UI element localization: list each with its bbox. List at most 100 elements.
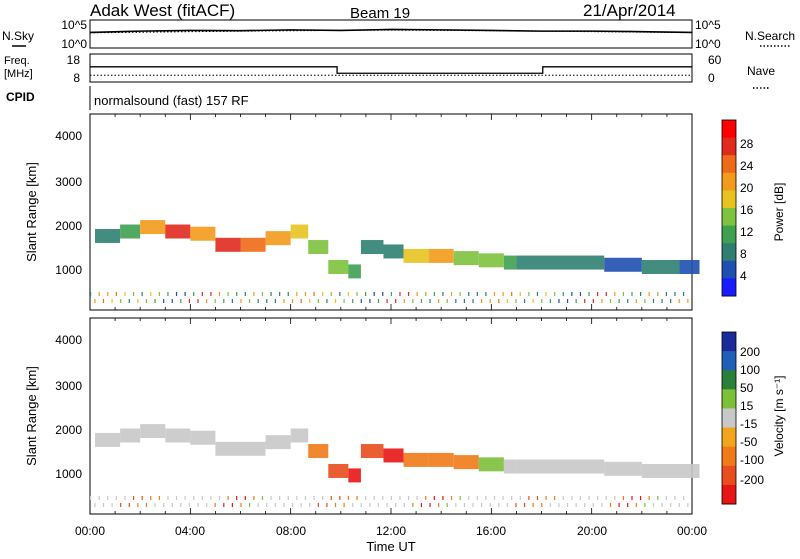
power-noise-mark <box>390 292 392 296</box>
power-noise-mark <box>463 299 466 303</box>
power-noise-mark <box>485 292 487 296</box>
power-noise-mark <box>652 299 655 303</box>
velocity-noise-mark <box>420 503 423 507</box>
power-noise-mark <box>614 292 616 296</box>
power-noise-mark <box>313 292 315 296</box>
noise-series-group <box>89 28 693 34</box>
power-noise-mark <box>678 299 680 303</box>
power-cell <box>120 224 141 239</box>
velocity-noise-mark <box>137 503 139 507</box>
velocity-noise-mark <box>115 496 117 500</box>
vel-ytick-1000: 1000 <box>55 467 82 481</box>
power-noise-mark <box>597 292 599 296</box>
power-noise-mark <box>532 299 534 303</box>
velocity-noise-mark <box>575 503 577 507</box>
velocity-colorbar-swatch <box>722 408 736 429</box>
power-noise-mark <box>476 292 478 296</box>
velocity-cell <box>348 468 361 483</box>
velocity-cell <box>265 435 291 450</box>
velocity-colorbar-frame <box>721 331 737 505</box>
power-noise-mark <box>94 299 96 303</box>
nave-label: Nave <box>747 64 775 78</box>
nsky-label: N.Sky <box>2 29 34 43</box>
power-cell <box>478 253 504 268</box>
power-cell <box>453 251 479 266</box>
power-cell <box>641 259 680 274</box>
power-cell <box>403 248 429 263</box>
velocity-noise-mark <box>360 503 362 507</box>
velocity-noise-mark <box>476 496 478 500</box>
velocity-cell <box>360 444 384 459</box>
velocity-noise-mark <box>377 503 380 507</box>
power-noise-mark <box>639 292 642 296</box>
velocity-noise-mark <box>184 496 186 500</box>
velocity-noise-mark <box>210 496 212 500</box>
velocity-noise-mark <box>274 503 276 507</box>
freq-unit: [MHz] <box>4 68 33 80</box>
power-noise-mark <box>98 292 100 296</box>
velocity-noise-mark <box>163 503 165 507</box>
power-cell <box>308 240 329 255</box>
velocity-noise-mark <box>231 503 233 507</box>
power-noise-mark <box>674 292 676 296</box>
vel-ytick-3000: 3000 <box>55 379 82 393</box>
power-cbar-label: Power [dB] <box>772 183 786 242</box>
power-ytick-3000: 3000 <box>55 175 82 189</box>
vel-cbar-tick-neg15: -15 <box>740 417 758 431</box>
power-colorbar-swatch <box>722 225 736 244</box>
velocity-noise-mark <box>416 496 418 500</box>
power-noise-mark <box>287 292 289 296</box>
x-axis-label: Time UT <box>366 539 415 554</box>
power-noise-mark <box>322 292 324 296</box>
velocity-noise-mark <box>90 496 92 500</box>
power-noise-mark <box>248 299 251 303</box>
velocity-noise-mark <box>687 503 689 507</box>
velocity-noise-mark <box>356 496 358 500</box>
power-noise-mark <box>420 299 423 303</box>
power-colorbar-swatch <box>722 155 736 174</box>
power-noise-mark <box>171 299 173 303</box>
power-cbar-tick-28: 28 <box>740 137 754 151</box>
velocity-noise-mark <box>511 496 513 500</box>
power-noise-mark <box>266 299 268 303</box>
x-ticklabel-2: 08:00 <box>276 524 306 538</box>
power-noise-mark <box>364 292 367 296</box>
power-noise-mark <box>197 299 199 303</box>
power-colorbar-swatch <box>722 208 736 227</box>
power-noise-mark <box>193 292 195 296</box>
power-panel-frame <box>89 113 693 311</box>
power-noise-mark <box>472 299 474 303</box>
power-noise-mark <box>261 292 264 296</box>
power-cell <box>190 226 216 241</box>
velocity-noise-mark <box>317 503 319 507</box>
velocity-noise-mark <box>236 496 238 500</box>
power-noise-mark <box>150 292 152 296</box>
velocity-noise-mark <box>145 503 148 507</box>
power-noise-mark <box>214 299 216 303</box>
velocity-noise-mark <box>304 496 307 500</box>
velocity-noise-mark <box>463 503 466 507</box>
velocity-noise-mark <box>175 496 178 500</box>
power-noise-mark <box>403 299 405 303</box>
power-noise-mark <box>657 292 659 296</box>
velocity-colorbar-swatch <box>722 332 736 352</box>
velocity-noise-mark <box>536 496 539 500</box>
power-noise-mark <box>481 299 483 303</box>
power-noise-mark <box>399 292 401 296</box>
power-noise-mark <box>154 299 156 303</box>
power-cbar-tick-20: 20 <box>740 181 754 195</box>
frequency-series-group <box>90 66 692 76</box>
power-noise-mark <box>270 292 272 296</box>
power-cell <box>140 220 166 235</box>
power-noise-mark <box>498 299 500 303</box>
vel-cbar-tick-neg100: -100 <box>740 453 764 467</box>
power-cell <box>604 257 642 272</box>
velocity-noise-mark <box>562 496 564 500</box>
velocity-ylabel: Slant Range [km] <box>24 366 39 466</box>
power-noise-mark <box>468 292 470 296</box>
power-colorbar-swatch <box>722 190 736 209</box>
power-noise-mark <box>180 299 182 303</box>
velocity-noise-mark <box>253 496 255 500</box>
power-noise-mark <box>554 292 556 296</box>
